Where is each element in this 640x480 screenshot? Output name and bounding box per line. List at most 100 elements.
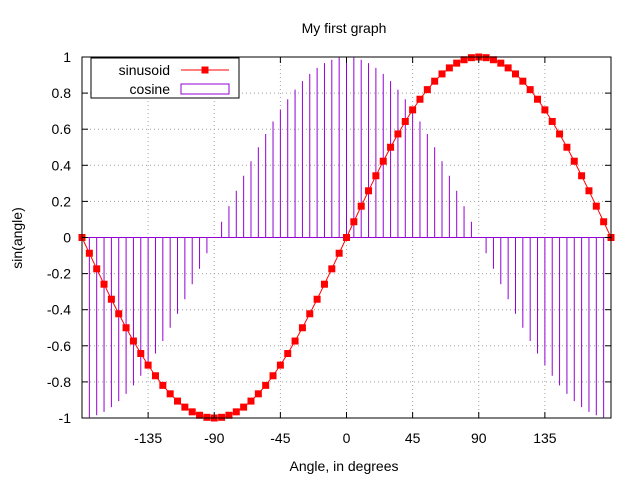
x-tick-label: 135 xyxy=(533,430,557,446)
y-tick-label: 0.8 xyxy=(52,85,72,101)
sinusoid-point xyxy=(445,64,453,72)
sinusoid-point xyxy=(144,361,152,369)
sinusoid-point xyxy=(335,249,343,257)
sinusoid-point xyxy=(592,202,600,210)
sinusoid-point xyxy=(416,95,424,103)
x-tick-label: 45 xyxy=(405,430,421,446)
sinusoid-point xyxy=(343,234,350,241)
sinusoid-point xyxy=(218,413,226,421)
sinusoid-point xyxy=(497,59,505,67)
sinusoid-point xyxy=(570,157,578,165)
sinusoid-point xyxy=(115,310,123,318)
sinusoid-point xyxy=(100,280,108,288)
x-tick-label: 90 xyxy=(471,430,487,446)
sinusoid-point xyxy=(372,172,380,180)
y-tick-label: 0 xyxy=(63,230,71,246)
sinusoid-point xyxy=(548,117,556,125)
sinusoid-point xyxy=(423,86,431,94)
y-tick-label: 0.4 xyxy=(52,157,72,173)
sinusoid-point xyxy=(401,117,409,125)
sinusoid-point xyxy=(269,372,277,380)
axis-ticks xyxy=(82,56,611,419)
sinusoid-point xyxy=(453,59,461,67)
sinusoid-point xyxy=(482,54,490,62)
sinusoid-point xyxy=(306,310,314,318)
sinusoid-point xyxy=(534,95,542,103)
x-axis-label: Angle, in degrees xyxy=(290,458,399,474)
sinusoid-point xyxy=(585,187,593,195)
chart-title: My first graph xyxy=(302,20,387,36)
sinusoid-point xyxy=(262,381,270,389)
x-tick-label: -135 xyxy=(134,430,162,446)
legend-swatch-cosine xyxy=(180,83,230,95)
sinusoid-point xyxy=(511,70,519,78)
y-tick-label: 0.6 xyxy=(52,121,72,137)
sinusoid-point xyxy=(328,265,336,273)
sinusoid-point xyxy=(188,408,196,416)
sinusoid-point xyxy=(350,218,358,226)
y-axis-label: sin(angle) xyxy=(9,207,25,268)
sinusoid-point xyxy=(313,295,321,303)
sinusoid-point xyxy=(431,77,439,85)
sinusoid-point xyxy=(181,403,189,411)
y-tick-label: -0.8 xyxy=(47,374,71,390)
sinusoid-point xyxy=(357,202,365,210)
sinusoid-point xyxy=(365,187,373,195)
sinusoid-point xyxy=(122,324,130,332)
sinusoid-point xyxy=(409,106,417,114)
sinusoid-point xyxy=(276,361,284,369)
sinusoid-point xyxy=(438,70,446,78)
sinusoid-point xyxy=(284,350,292,358)
y-tick-label: -0.6 xyxy=(47,338,71,354)
sinusoid-point xyxy=(460,56,468,64)
sinusoid-point xyxy=(379,157,387,165)
x-tick-label: -45 xyxy=(270,430,290,446)
legend-marker-sinusoid xyxy=(201,66,209,74)
sinusoid-point xyxy=(203,413,211,421)
sinusoid-point xyxy=(232,408,240,416)
y-tick-label: 0.2 xyxy=(52,193,72,209)
sinusoid-point xyxy=(578,172,586,180)
sinusoid-point xyxy=(291,337,299,345)
sinusoid-point xyxy=(107,295,115,303)
sinusoid-point xyxy=(526,86,534,94)
sinusoid-point xyxy=(93,265,101,273)
y-tick-label: 1 xyxy=(63,49,71,65)
sinusoid-point xyxy=(600,218,608,226)
sinusoid-point xyxy=(129,337,137,345)
sinusoid-point xyxy=(166,390,174,398)
sinusoid-point xyxy=(394,130,402,138)
legend-box xyxy=(90,57,240,99)
y-tick-label: -1 xyxy=(59,410,72,426)
legend-label-sinusoid: sinusoid xyxy=(119,62,170,78)
legend: sinusoid cosine xyxy=(90,57,240,99)
sinusoid-point xyxy=(298,324,306,332)
y-tick-label: -0.4 xyxy=(47,302,71,318)
sinusoid-point xyxy=(467,54,475,62)
sinusoid-point xyxy=(85,249,93,257)
y-tick-label: -0.2 xyxy=(47,266,71,282)
sinusoid-point xyxy=(254,390,262,398)
sinusoid-point xyxy=(519,77,527,85)
sinusoid-point xyxy=(504,64,512,72)
legend-label-cosine: cosine xyxy=(130,81,171,97)
sinusoid-point xyxy=(137,350,145,358)
sinusoid-series xyxy=(78,53,615,422)
sinusoid-point xyxy=(563,143,571,151)
sinusoid-point xyxy=(541,106,549,114)
sinusoid-point xyxy=(174,397,182,405)
x-tick-label: 0 xyxy=(343,430,351,446)
sinusoid-point xyxy=(556,130,564,138)
sinusoid-point xyxy=(240,403,248,411)
sinusoid-point xyxy=(247,397,255,405)
sinusoid-point xyxy=(151,372,159,380)
sinusoid-point xyxy=(489,56,497,64)
sinusoid-point xyxy=(320,280,328,288)
sinusoid-point xyxy=(225,411,233,419)
x-tick-label: -90 xyxy=(204,430,224,446)
sinusoid-point xyxy=(196,411,204,419)
sinusoid-point xyxy=(387,143,395,151)
sinusoid-point xyxy=(159,381,167,389)
tick-labels: -135 -90 -45 0 45 90 135 -1 -0.8 -0.6 -0.4 -0.2 0 0.2… xyxy=(47,49,557,446)
